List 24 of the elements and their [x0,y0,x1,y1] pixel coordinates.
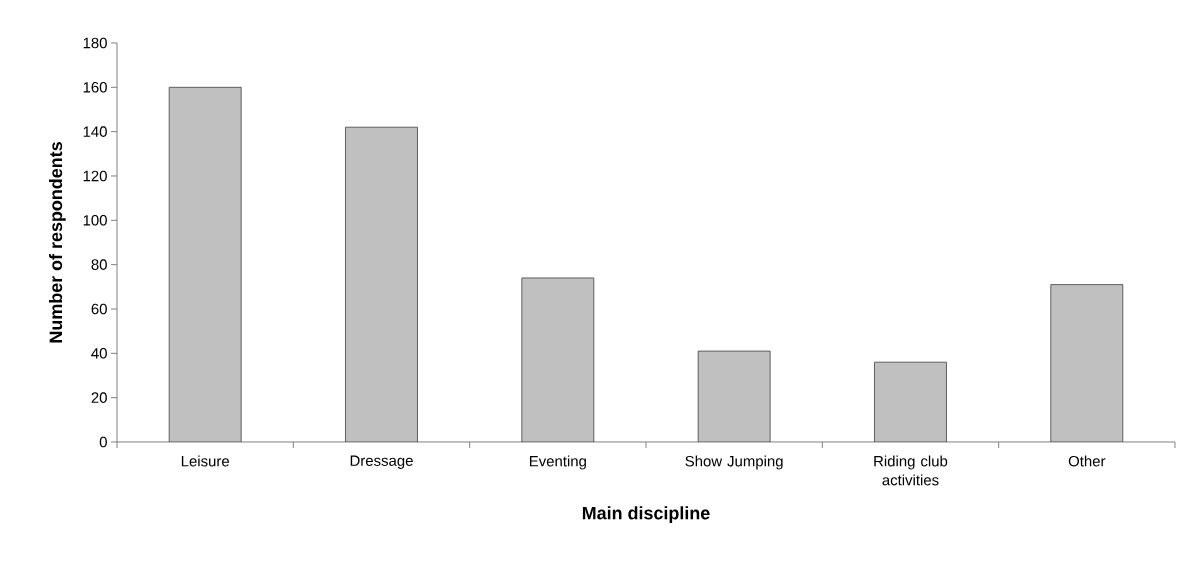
y-tick-label: 120 [83,170,107,182]
y-axis-title: Number of respondents [49,142,66,343]
x-tick-label: Show Jumping [685,455,783,470]
y-tick-label: 180 [83,37,107,49]
bar [345,126,418,442]
y-tick-label: 0 [99,436,107,448]
x-tick-label: Leisure [181,455,229,467]
y-tick-label: 160 [83,82,107,93]
x-tick-label: Other [1068,455,1106,467]
bar [168,86,242,442]
y-tick-label: 20 [91,392,107,403]
y-tick-label: 60 [91,303,107,315]
bar [521,277,595,442]
x-axis-title: Main discipline [582,506,710,523]
y-tick-label: 80 [91,259,107,270]
x-tick-label: Riding club activities [874,455,948,486]
y-tick-label: 40 [91,348,107,359]
x-tick-label: Eventing [529,455,586,470]
x-tick-label: Dressage [350,455,413,469]
y-tick-label: 140 [83,126,107,137]
bar [697,350,771,442]
y-tick-label: 100 [83,215,107,226]
bar [1050,284,1124,442]
bar [874,361,947,442]
